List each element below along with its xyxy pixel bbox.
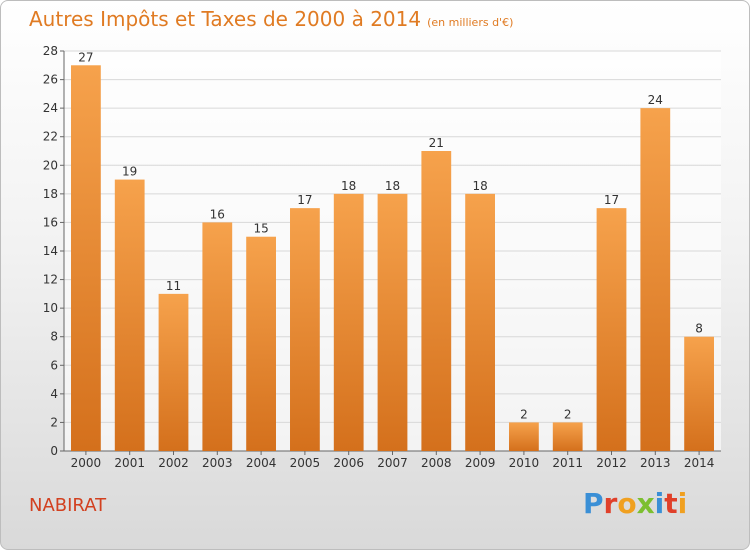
y-tick-label: 10 <box>43 301 58 315</box>
bar <box>684 336 714 451</box>
data-label: 19 <box>122 165 137 179</box>
logo-letter: i <box>654 487 665 520</box>
x-tick-label: 2001 <box>114 456 145 470</box>
y-tick-label: 20 <box>43 158 58 172</box>
data-label: 8 <box>695 322 703 336</box>
y-tick-label: 12 <box>43 273 58 287</box>
y-tick-label: 4 <box>50 387 58 401</box>
data-label: 27 <box>78 50 93 64</box>
x-tick-label: 2009 <box>465 456 496 470</box>
bar <box>202 222 233 451</box>
x-tick-label: 2005 <box>290 456 321 470</box>
bar <box>290 208 320 451</box>
x-tick-label: 2012 <box>596 456 627 470</box>
logo-letter: r <box>603 487 618 520</box>
location-name: NABIRAT <box>29 495 107 516</box>
chart-title: Autres Impôts et Taxes de 2000 à 2014 (en… <box>29 7 513 31</box>
data-label: 18 <box>385 179 400 193</box>
y-tick-label: 22 <box>43 130 58 144</box>
logo-letter: t <box>664 487 678 520</box>
data-label: 18 <box>472 179 487 193</box>
title-text: Autres Impôts et Taxes de 2000 à 2014 <box>29 7 422 31</box>
proxiti-logo: Proxiti <box>583 487 687 520</box>
logo-letter: i <box>677 487 688 520</box>
y-tick-label: 14 <box>43 244 58 258</box>
data-label: 17 <box>604 193 619 207</box>
y-tick-label: 26 <box>43 73 58 87</box>
title-unit: (en milliers d'€) <box>427 16 514 29</box>
bar <box>71 65 101 452</box>
bar <box>114 179 145 452</box>
logo-letter: o <box>617 487 637 520</box>
y-tick-label: 24 <box>43 101 58 115</box>
bar <box>333 193 364 451</box>
x-tick-label: 2011 <box>552 456 583 470</box>
data-label: 15 <box>253 222 268 236</box>
bar <box>246 236 276 451</box>
bar <box>377 193 408 451</box>
data-label: 2 <box>564 407 572 421</box>
bar <box>509 422 539 451</box>
x-tick-label: 2007 <box>377 456 408 470</box>
bar <box>640 108 671 452</box>
logo-letter: x <box>636 487 655 520</box>
x-tick-label: 2013 <box>640 456 671 470</box>
data-label: 2 <box>520 407 528 421</box>
data-label: 24 <box>648 93 663 107</box>
x-tick-label: 2002 <box>158 456 189 470</box>
y-tick-label: 8 <box>50 330 58 344</box>
y-tick-label: 0 <box>50 444 58 458</box>
y-tick-label: 16 <box>43 215 58 229</box>
data-label: 18 <box>341 179 356 193</box>
x-tick-label: 2003 <box>202 456 233 470</box>
data-label: 16 <box>210 207 225 221</box>
data-label: 11 <box>166 279 181 293</box>
data-label: 17 <box>297 193 312 207</box>
bar <box>552 422 583 451</box>
x-tick-label: 2008 <box>421 456 452 470</box>
y-tick-label: 18 <box>43 187 58 201</box>
bar <box>421 151 452 451</box>
data-label: 21 <box>429 136 444 150</box>
x-tick-label: 2010 <box>509 456 540 470</box>
x-tick-label: 2014 <box>684 456 715 470</box>
bar <box>158 293 189 451</box>
y-tick-label: 28 <box>43 44 58 58</box>
x-tick-label: 2004 <box>246 456 277 470</box>
bar <box>596 208 627 451</box>
x-tick-label: 2006 <box>333 456 364 470</box>
x-tick-label: 2000 <box>71 456 102 470</box>
y-tick-label: 6 <box>50 358 58 372</box>
y-tick-label: 2 <box>50 415 58 429</box>
logo-letter: P <box>583 487 604 520</box>
bar <box>465 193 495 451</box>
